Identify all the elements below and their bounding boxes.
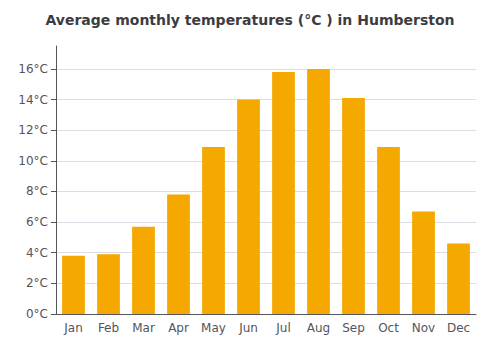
svg-text:16°C: 16°C [18,62,48,76]
svg-text:Jan: Jan [63,321,83,335]
svg-text:Dec: Dec [447,321,470,335]
svg-text:Mar: Mar [132,321,155,335]
svg-text:0°C: 0°C [26,307,48,321]
svg-text:Aug: Aug [307,321,330,335]
svg-text:Oct: Oct [378,321,399,335]
svg-text:Average monthly temperatures (: Average monthly temperatures (°C ) in Hu… [45,12,454,28]
svg-text:Apr: Apr [168,321,189,335]
svg-text:8°C: 8°C [26,184,48,198]
svg-text:Feb: Feb [98,321,119,335]
svg-text:Nov: Nov [412,321,435,335]
svg-text:4°C: 4°C [26,246,48,260]
svg-text:10°C: 10°C [18,154,48,168]
svg-text:2°C: 2°C [26,276,48,290]
svg-text:14°C: 14°C [18,93,48,107]
svg-text:12°C: 12°C [18,123,48,137]
svg-text:May: May [201,321,226,335]
svg-text:6°C: 6°C [26,215,48,229]
svg-text:Jul: Jul [275,321,290,335]
svg-text:Sep: Sep [342,321,365,335]
svg-text:Jun: Jun [238,321,258,335]
